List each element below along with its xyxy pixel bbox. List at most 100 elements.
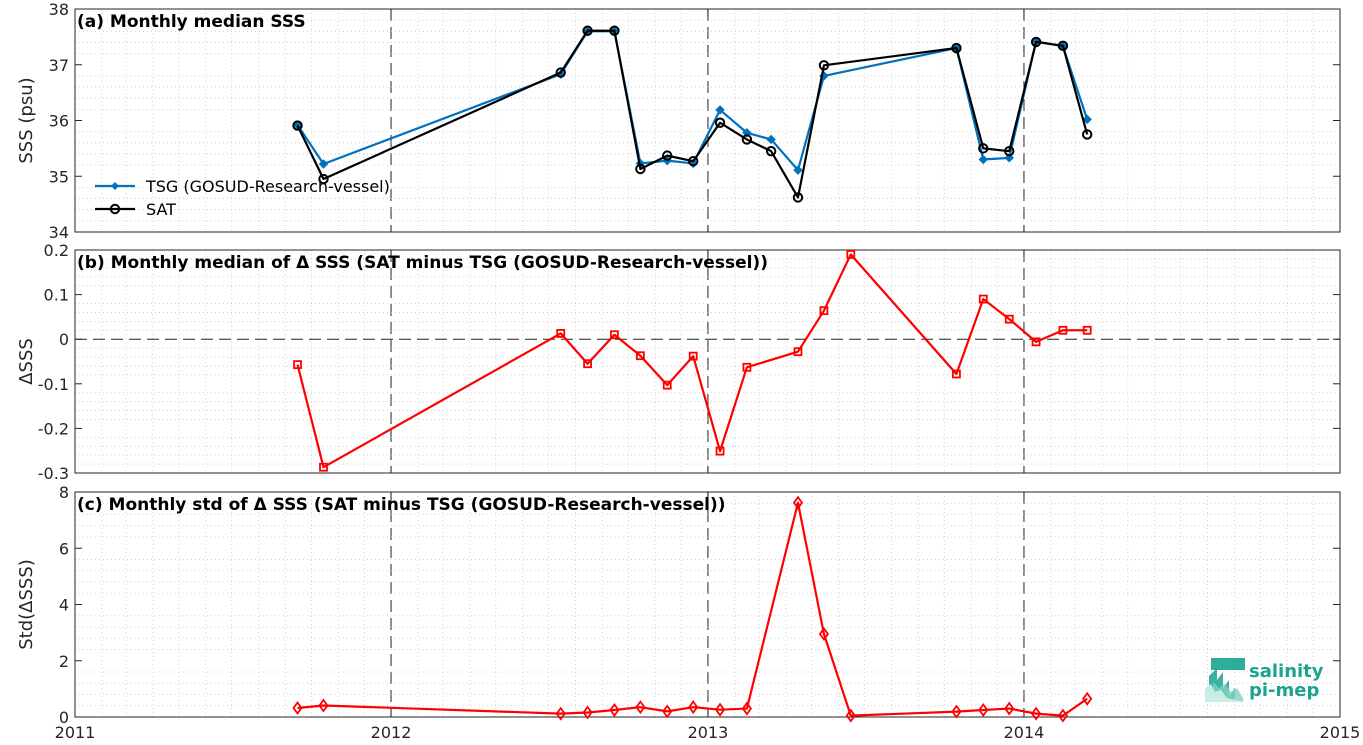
data-point: [292, 700, 303, 716]
data-point: [688, 700, 699, 715]
data-point: [318, 698, 329, 713]
data-point: [792, 495, 804, 510]
data-point: [1082, 691, 1093, 706]
y-tick-label: 2: [59, 652, 69, 671]
y-tick-label: -0.2: [38, 419, 69, 438]
data-point: [714, 117, 726, 128]
data-point: [792, 192, 804, 203]
data-point: [845, 708, 856, 723]
logo-text-salinity: salinity: [1249, 661, 1324, 682]
data-point: [978, 702, 989, 717]
data-point: [318, 173, 329, 185]
y-tick-label: 37: [49, 56, 69, 75]
data-point: [978, 143, 989, 154]
data-point: [582, 705, 593, 720]
y-tick-label: 36: [49, 112, 69, 131]
x-tick-label: 2012: [371, 723, 412, 742]
data-point: [793, 165, 803, 175]
legend-label: SAT: [146, 200, 176, 219]
data-point: [556, 329, 566, 338]
data-point: [1004, 145, 1015, 157]
data-point: [1004, 314, 1014, 324]
data-point: [1030, 36, 1042, 48]
data-point: [1031, 337, 1041, 347]
data-point: [688, 351, 698, 361]
data-point: [582, 25, 593, 36]
x-tick-label: 2015: [1320, 723, 1361, 742]
x-tick-label: 2013: [688, 723, 729, 742]
series-line: [296, 253, 1088, 469]
data-point: [555, 706, 566, 721]
y-tick-label: 0.2: [44, 241, 69, 260]
data-point: [609, 25, 620, 36]
panels: 34 35 36 37 38 SSS (psu) (a) Monthly median SS…: [16, 0, 1360, 742]
y-tick-label: -0.3: [38, 464, 69, 483]
series-line: [297, 501, 1088, 717]
data-point: [293, 360, 302, 370]
data-point: [951, 42, 962, 54]
data-point: [662, 704, 673, 719]
data-point: [714, 702, 726, 717]
series-0: [293, 250, 1092, 472]
data-point: [952, 369, 961, 379]
data-point: [818, 627, 830, 642]
y-tick-label: 6: [59, 539, 69, 558]
panel-title: (a) Monthly median SSS: [77, 12, 306, 32]
data-point: [793, 347, 803, 357]
legend-label: TSG (GOSUD-Research-vessel): [145, 177, 390, 196]
data-point: [609, 702, 620, 717]
series-1: [292, 25, 1093, 203]
data-point: [555, 67, 566, 78]
x-tick-label: 2014: [1004, 723, 1045, 742]
data-point: [978, 294, 988, 304]
data-point: [318, 159, 329, 169]
y-tick-label: 38: [49, 0, 69, 19]
data-point: [951, 704, 962, 719]
data-point: [818, 60, 830, 71]
data-point: [292, 120, 303, 131]
data-point: [1057, 40, 1069, 51]
data-point: [715, 105, 725, 115]
y-tick-label: 4: [59, 596, 69, 615]
data-point: [1057, 708, 1069, 723]
data-point: [662, 150, 673, 161]
data-point: [1004, 701, 1015, 716]
panel-b-delta-sss: -0.3 -0.2 -0.1 0 0.1 0.2 ΔSSS (b) Monthly media…: [16, 241, 1341, 483]
y-tick-label: 35: [49, 167, 69, 186]
y-tick-label: 34: [49, 223, 69, 242]
data-point: [846, 250, 856, 259]
data-point: [978, 154, 988, 165]
panel-title: (b) Monthly median of Δ SSS (SAT minus T…: [77, 253, 768, 273]
data-point: [1081, 129, 1093, 140]
y-tick-label: 0: [59, 330, 69, 349]
series-0: [292, 495, 1093, 723]
data-point: [610, 330, 619, 340]
series-line: [296, 29, 1089, 199]
y-axis-label: ΔSSS: [16, 338, 37, 385]
data-point: [662, 380, 672, 390]
data-point: [765, 145, 777, 157]
data-point: [1058, 325, 1068, 335]
panel-title: (c) Monthly std of Δ SSS (SAT minus TSG …: [77, 495, 725, 515]
data-point: [583, 359, 592, 369]
data-point: [741, 701, 753, 716]
data-point: [319, 462, 328, 472]
data-point: [742, 362, 752, 372]
logo-text-pi-mep: pi-mep: [1249, 680, 1319, 701]
x-tick-label: 2011: [55, 723, 96, 742]
legend: TSG (GOSUD-Research-vessel) SAT: [95, 177, 390, 219]
data-point: [635, 351, 645, 361]
legend-marker: [109, 203, 121, 215]
y-tick-label: 0: [59, 708, 69, 727]
y-axis-label: Std(ΔSSS): [16, 559, 37, 650]
y-tick-label: 8: [59, 483, 69, 502]
data-point: [688, 155, 699, 167]
salinity-pi-mep-logo: salinity pi-mep: [1205, 658, 1324, 702]
data-point: [766, 134, 776, 145]
y-axis-label: SSS (psu): [16, 77, 37, 163]
data-point: [819, 306, 829, 316]
panel-c-std-delta-sss: 0 2 4 6 8 2011 2012 2013 2014 2015 Std(ΔSSS) (c) Mo…: [16, 483, 1360, 742]
y-tick-label: -0.1: [38, 375, 69, 394]
y-tick-label: 0.1: [44, 286, 69, 305]
